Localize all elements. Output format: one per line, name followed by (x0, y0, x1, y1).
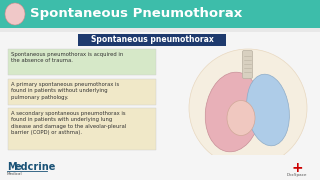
Text: Spontaneous pneumothorax: Spontaneous pneumothorax (91, 35, 213, 44)
Ellipse shape (205, 72, 261, 152)
FancyBboxPatch shape (0, 155, 320, 180)
FancyBboxPatch shape (8, 49, 156, 75)
Ellipse shape (189, 49, 307, 167)
Text: M: M (7, 162, 17, 172)
FancyBboxPatch shape (0, 32, 320, 180)
FancyBboxPatch shape (243, 51, 252, 78)
Text: Medical: Medical (7, 172, 23, 176)
Text: Spontaneous Pneumothorax: Spontaneous Pneumothorax (30, 8, 242, 21)
Text: DocSpace: DocSpace (287, 173, 307, 177)
Ellipse shape (227, 100, 255, 136)
FancyBboxPatch shape (0, 28, 320, 32)
FancyBboxPatch shape (78, 34, 226, 46)
FancyBboxPatch shape (0, 0, 320, 28)
FancyBboxPatch shape (8, 79, 156, 105)
Text: +: + (291, 161, 303, 175)
Text: A secondary spontaneous pneumothorax is
found in patients with underlying lung
d: A secondary spontaneous pneumothorax is … (11, 111, 126, 135)
Ellipse shape (5, 3, 25, 25)
Text: edcrine: edcrine (15, 162, 56, 172)
Text: A primary spontaneous pneumothorax is
found in patients without underlying
pulmo: A primary spontaneous pneumothorax is fo… (11, 82, 119, 100)
Text: Spontaneous pneumothorax is acquired in
the absence of trauma.: Spontaneous pneumothorax is acquired in … (11, 52, 123, 63)
FancyBboxPatch shape (8, 108, 156, 150)
Ellipse shape (247, 74, 289, 146)
